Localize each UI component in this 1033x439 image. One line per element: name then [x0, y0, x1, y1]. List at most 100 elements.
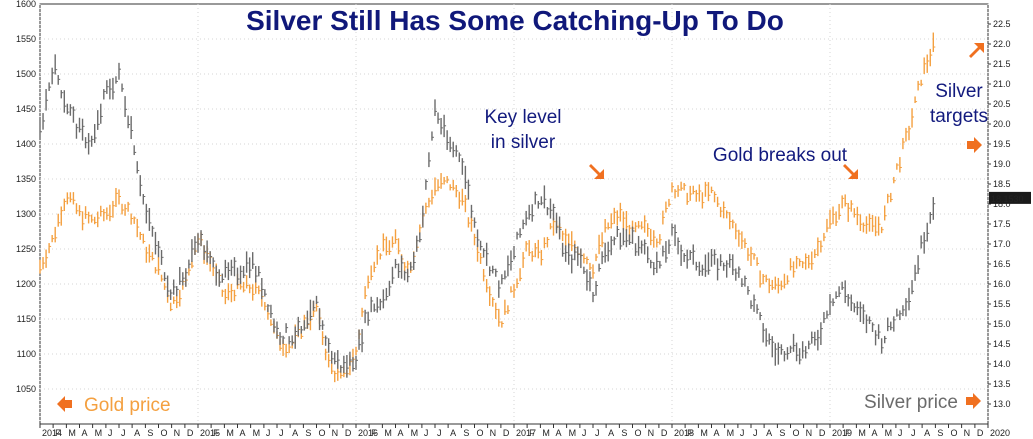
orange-arrow-up-right-icon	[969, 43, 984, 58]
y-left-tick-label: 1600	[16, 0, 36, 9]
key-level-label: Key level	[484, 107, 561, 128]
annotations: Key level in silver Gold breaks out Silver t…	[57, 43, 988, 416]
x-tick-label: J	[911, 428, 916, 438]
x-tick-label: J	[121, 428, 126, 438]
gold-price-label: Gold price	[84, 395, 171, 416]
value-box-bg	[989, 191, 1031, 204]
x-tick-label: N	[806, 428, 813, 438]
y-left-tick-label: 1100	[17, 349, 36, 359]
y-right-tick-label: 20.5	[993, 99, 1011, 109]
x-tick-label: A	[240, 428, 246, 438]
key-level-label: in silver	[491, 132, 556, 153]
x-tick-label: N	[964, 428, 971, 438]
y-left-tick-label: 1350	[16, 174, 36, 184]
silver-targets-label: targets	[930, 106, 988, 127]
x-tick-label: A	[924, 428, 930, 438]
x-tick-label: 2018	[674, 428, 694, 438]
x-tick-label: A	[766, 428, 772, 438]
y-right-tick-label: 15.0	[993, 319, 1011, 329]
x-tick-label: F	[845, 428, 851, 438]
x-tick-label: N	[490, 428, 497, 438]
y-right-tick-label: 19.5	[993, 139, 1011, 149]
x-tick-label: A	[608, 428, 614, 438]
x-tick-label: D	[661, 428, 668, 438]
x-tick-label: J	[753, 428, 758, 438]
x-tick-label: F	[687, 428, 693, 438]
y-left-tick-label: 1500	[16, 69, 36, 79]
x-tick-label: D	[345, 428, 352, 438]
y-left-tick-label: 1450	[16, 104, 36, 114]
orange-arrow-left-icon	[57, 396, 72, 412]
x-tick-label: A	[292, 428, 298, 438]
orange-arrow-right-icon	[967, 137, 982, 153]
y-right-tick-label: 21.5	[993, 59, 1011, 69]
x-tick-label: O	[635, 428, 642, 438]
x-tick-label: 2015	[200, 428, 220, 438]
x-tick-label: N	[332, 428, 339, 438]
x-tick-label: A	[450, 428, 456, 438]
y-right-tick-label: 18.0	[993, 199, 1011, 209]
x-tick-label: O	[161, 428, 168, 438]
y-left-tick-label: 1150	[17, 314, 36, 324]
x-tick-label: M	[384, 428, 392, 438]
x-tick-label: S	[779, 428, 785, 438]
x-tick-label: S	[621, 428, 627, 438]
x-tick-label: 2014	[42, 428, 62, 438]
x-tick-label: F	[213, 428, 219, 438]
x-tick-label: F	[529, 428, 535, 438]
silver-price-label: Silver price	[864, 392, 958, 413]
y-right-tick-label: 13.0	[993, 399, 1011, 409]
x-tick-label: A	[556, 428, 562, 438]
y-right-tick-label: 17.5	[993, 219, 1011, 229]
x-tick-label: S	[147, 428, 153, 438]
silver-series	[39, 54, 936, 378]
x-tick-label: M	[858, 428, 866, 438]
x-tick-label: A	[714, 428, 720, 438]
x-tick-label: D	[977, 428, 984, 438]
x-tick-label: D	[819, 428, 826, 438]
y-right-tick-label: 18.5	[993, 179, 1011, 189]
x-tick-label: S	[305, 428, 311, 438]
y-right-tick-label: 21.0	[993, 79, 1011, 89]
y-left-tick-label: 1300	[16, 209, 36, 219]
x-tick-label: A	[134, 428, 140, 438]
x-tick-label: M	[68, 428, 76, 438]
x-tick-label: J	[424, 428, 429, 438]
y-right-tick-label: 20.0	[993, 119, 1011, 129]
y-right-tick-label: 15.5	[993, 299, 1011, 309]
series-layer	[39, 32, 936, 383]
x-tick-label: F	[371, 428, 377, 438]
x-tick-label: O	[951, 428, 958, 438]
x-tick-label: O	[477, 428, 484, 438]
x-tick-label: 2016	[358, 428, 378, 438]
x-tick-label: A	[872, 428, 878, 438]
y-right-tick-label: 14.0	[993, 359, 1011, 369]
x-tick-label: N	[648, 428, 655, 438]
x-tick-label: 2019	[832, 428, 852, 438]
y-right-tick-label: 22.0	[993, 39, 1011, 49]
x-tick-label: M	[727, 428, 735, 438]
current-value-box: 18.1530	[989, 191, 1031, 204]
x-tick-label: D	[187, 428, 194, 438]
y-left-tick-label: 1550	[16, 34, 36, 44]
x-tick-label: J	[437, 428, 442, 438]
x-tick-label: J	[898, 428, 903, 438]
y-right-tick-label: 16.5	[993, 259, 1011, 269]
gold-breaks-label: Gold breaks out	[713, 145, 848, 166]
x-tick-label: M	[885, 428, 893, 438]
x-tick-label: M	[542, 428, 550, 438]
silver-targets-label: Silver	[935, 81, 983, 102]
x-tick-label: 2017	[516, 428, 536, 438]
x-tick-label: M	[95, 428, 103, 438]
y-left-tick-label: 1400	[16, 139, 36, 149]
x-tick-label: O	[793, 428, 800, 438]
x-tick-label: A	[82, 428, 88, 438]
y-right-tick-label: 16.0	[993, 279, 1011, 289]
x-tick-label: J	[740, 428, 745, 438]
y-right-tick-label: 17.0	[993, 239, 1011, 249]
x-tick-label: M	[411, 428, 419, 438]
x-tick-label: S	[937, 428, 943, 438]
y-right-tick-label: 13.5	[993, 379, 1011, 389]
y-left-tick-label: 1050	[16, 384, 36, 394]
x-tick-label: J	[279, 428, 284, 438]
